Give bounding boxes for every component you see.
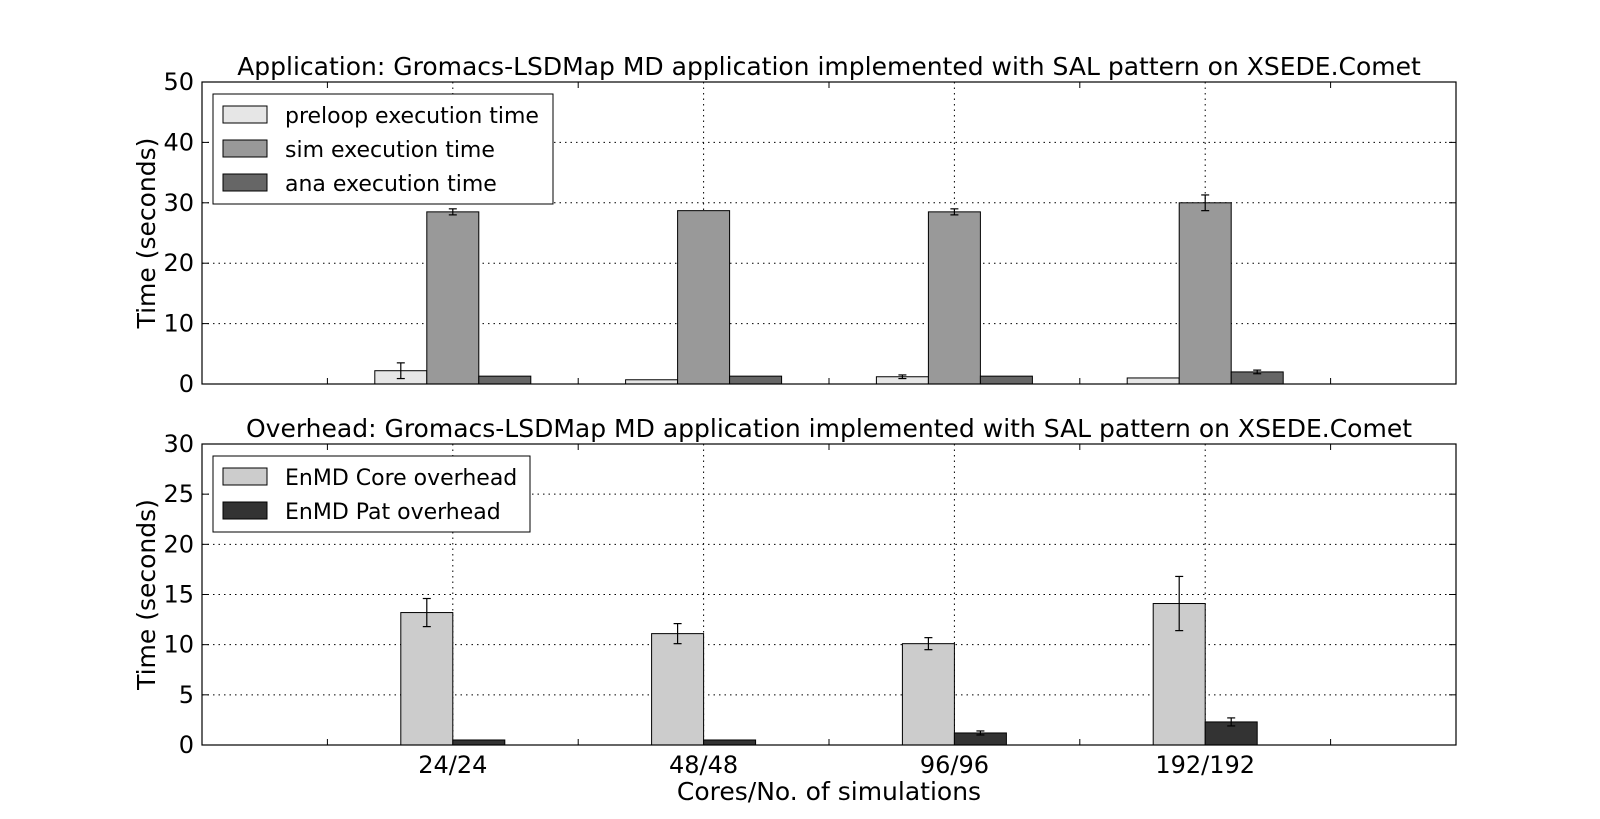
y-axis-label: Time (seconds) <box>132 499 161 691</box>
overhead-chart: Overhead: Gromacs-LSDMap MD application … <box>132 414 1457 806</box>
legend-label: EnMD Core overhead <box>285 466 517 491</box>
y-tick-label: 30 <box>163 430 194 458</box>
chart-title: Overhead: Gromacs-LSDMap MD application … <box>246 414 1412 443</box>
x-axis-label: Cores/No. of simulations <box>677 777 981 806</box>
legend-swatch <box>222 501 268 520</box>
plot-frame <box>201 443 1457 746</box>
bar <box>452 739 506 746</box>
application-time-chart: Application: Gromacs-LSDMap MD applicati… <box>132 52 1457 398</box>
bar <box>901 643 955 746</box>
legend-swatch <box>222 173 268 192</box>
y-tick-label: 5 <box>179 681 194 709</box>
chart-title: Application: Gromacs-LSDMap MD applicati… <box>237 52 1421 81</box>
bar <box>729 375 783 385</box>
y-tick-label: 10 <box>163 310 194 338</box>
bar <box>478 375 532 385</box>
y-tick-label: 30 <box>163 189 194 217</box>
legend-label: preloop execution time <box>285 104 539 129</box>
y-tick-label: 40 <box>163 128 194 156</box>
x-tick-label: 48/48 <box>669 751 738 779</box>
bar <box>625 379 679 385</box>
y-tick-label: 0 <box>179 370 194 398</box>
bar <box>703 739 757 746</box>
plot-frame <box>201 81 1457 385</box>
y-tick-label: 15 <box>163 581 194 609</box>
x-tick-label: 192/192 <box>1155 751 1255 779</box>
bar <box>979 375 1033 385</box>
bar <box>927 211 981 385</box>
y-tick-label: 20 <box>163 530 194 558</box>
legend-swatch <box>222 467 268 486</box>
legend-swatch <box>222 105 268 124</box>
bar <box>426 211 480 385</box>
bar <box>651 633 705 746</box>
bar <box>400 612 454 746</box>
x-tick-label: 96/96 <box>920 751 989 779</box>
y-tick-label: 20 <box>163 249 194 277</box>
bar <box>1178 202 1232 385</box>
y-axis-label: Time (seconds) <box>132 138 161 330</box>
legend-label: ana execution time <box>285 172 497 197</box>
y-tick-label: 25 <box>163 480 194 508</box>
bar <box>677 210 731 385</box>
legend-label: sim execution time <box>285 138 495 163</box>
y-tick-label: 50 <box>163 68 194 96</box>
y-tick-label: 0 <box>179 731 194 759</box>
legend-swatch <box>222 139 268 158</box>
legend-label: EnMD Pat overhead <box>285 500 501 525</box>
bar <box>1126 377 1180 385</box>
y-tick-label: 10 <box>163 631 194 659</box>
legend-box <box>212 93 554 205</box>
x-tick-label: 24/24 <box>418 751 487 779</box>
